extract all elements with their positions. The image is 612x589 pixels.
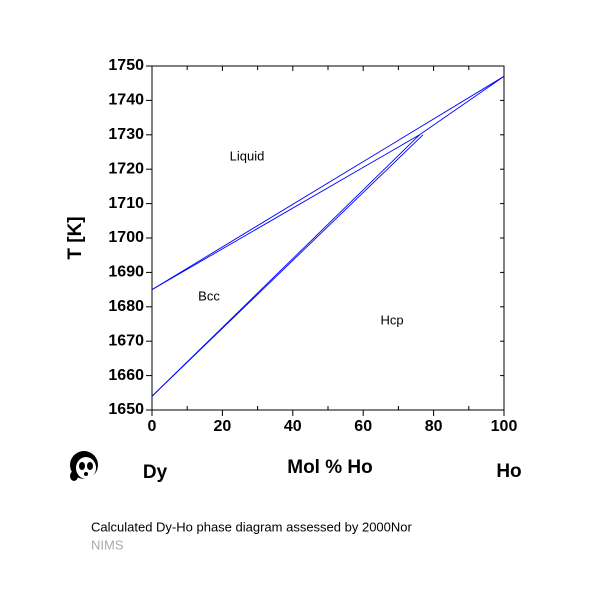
y-tick-label: 1670: [108, 332, 144, 349]
phase-boundary: [151, 134, 424, 397]
y-tick-label: 1720: [108, 160, 144, 177]
phase-boundary: [151, 75, 505, 290]
x-tick-label: 20: [214, 418, 232, 435]
phase-label: Liquid: [230, 148, 265, 163]
plot-frame: [151, 65, 505, 411]
y-axis-title: T [K]: [65, 216, 86, 259]
y-tick-label: 1700: [108, 229, 144, 246]
caption: Calculated Dy-Ho phase diagram assessed …: [91, 519, 413, 534]
y-tick-label: 1730: [108, 126, 144, 143]
x-tick-label: 100: [491, 418, 518, 435]
x-tick-label: 60: [354, 418, 372, 435]
left-element: Dy: [143, 462, 168, 483]
x-axis-title: Mol % Ho: [287, 457, 373, 478]
y-tick-label: 1660: [108, 367, 144, 384]
y-tick-label: 1650: [108, 401, 144, 418]
x-tick-label: 0: [148, 418, 157, 435]
y-tick-label: 1690: [108, 264, 144, 281]
phase-label: Hcp: [380, 312, 403, 327]
panda-logo: [70, 451, 98, 481]
x-tick-label: 80: [425, 418, 443, 435]
x-tick-label: 40: [284, 418, 302, 435]
y-tick-label: 1750: [108, 57, 144, 74]
y-tick-label: 1710: [108, 195, 144, 212]
y-tick-label: 1740: [108, 92, 144, 109]
y-tick-label: 1680: [108, 298, 144, 315]
right-element: Ho: [496, 461, 521, 482]
phase-label: Bcc: [198, 288, 220, 303]
source: NIMS: [91, 537, 124, 552]
